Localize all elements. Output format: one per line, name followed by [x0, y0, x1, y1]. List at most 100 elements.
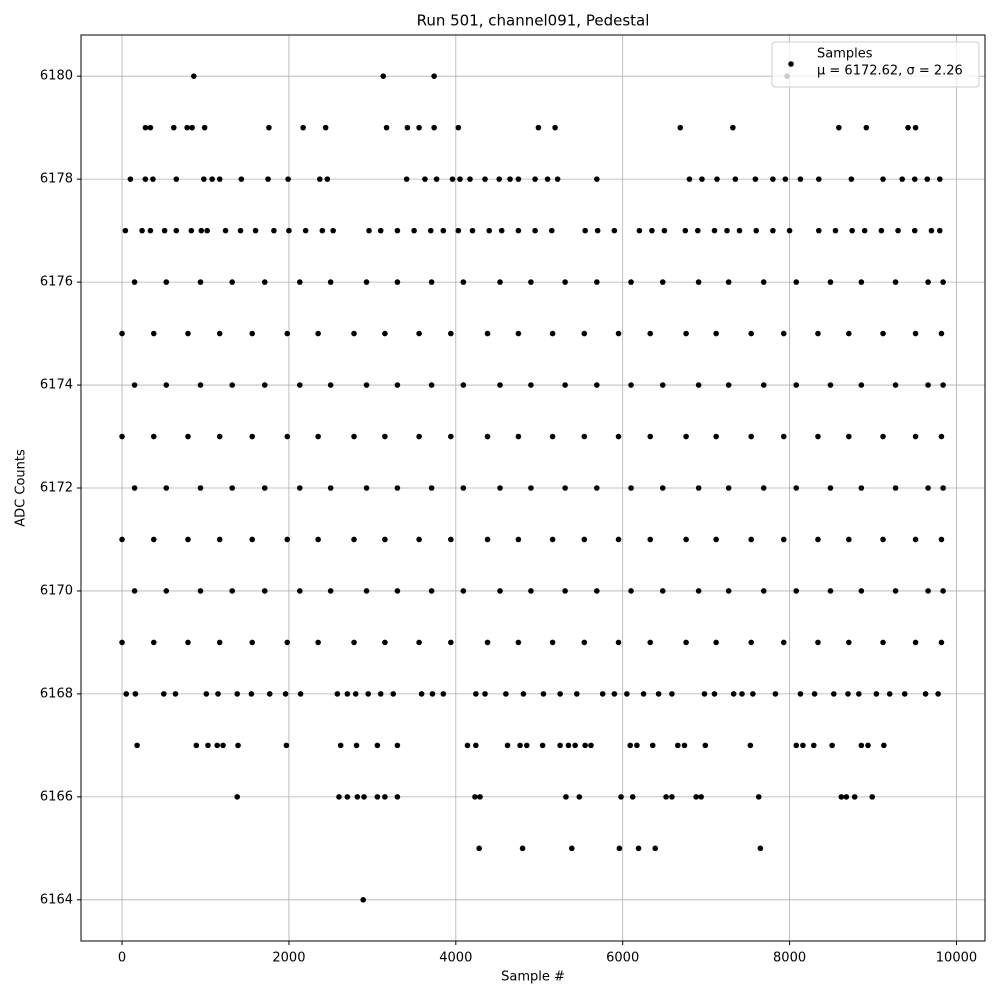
point — [296, 382, 303, 388]
point — [353, 742, 360, 749]
point — [594, 279, 600, 285]
point — [296, 279, 303, 285]
point — [229, 485, 235, 491]
point — [770, 176, 776, 182]
point — [261, 382, 268, 388]
point — [142, 176, 149, 182]
point — [563, 794, 569, 800]
point — [652, 845, 659, 852]
point — [698, 794, 704, 800]
point — [562, 588, 568, 594]
point — [327, 588, 334, 594]
point — [832, 227, 839, 234]
point — [201, 124, 208, 131]
point — [780, 639, 787, 646]
point — [351, 536, 357, 543]
point — [863, 124, 870, 131]
point — [150, 176, 156, 182]
point — [416, 639, 422, 646]
point — [562, 382, 568, 388]
point — [363, 485, 370, 491]
point — [163, 588, 170, 594]
point — [582, 742, 588, 749]
point — [843, 794, 850, 800]
point — [374, 794, 381, 800]
point — [539, 742, 546, 749]
y-tick-label: 6176 — [40, 275, 73, 290]
point — [464, 742, 471, 749]
point — [284, 639, 291, 646]
point — [284, 433, 291, 440]
point — [713, 330, 719, 337]
point — [880, 176, 886, 182]
point — [793, 279, 800, 285]
point — [750, 691, 756, 697]
point — [163, 279, 170, 285]
point — [800, 742, 806, 749]
point — [184, 124, 190, 131]
point — [925, 279, 931, 285]
point — [416, 330, 422, 337]
point — [752, 176, 759, 182]
point — [214, 742, 220, 749]
point — [418, 691, 425, 697]
point — [266, 691, 273, 697]
point — [486, 227, 492, 234]
point — [216, 433, 223, 440]
point — [216, 639, 223, 646]
point — [216, 536, 223, 543]
point — [647, 536, 654, 543]
point — [681, 742, 688, 749]
point — [694, 227, 701, 234]
point — [520, 691, 527, 697]
point — [428, 588, 435, 594]
point — [880, 536, 886, 543]
point — [846, 330, 852, 337]
point — [352, 691, 359, 697]
point — [330, 227, 336, 234]
point — [150, 330, 157, 337]
point — [552, 124, 558, 131]
point — [827, 382, 834, 388]
x-tick-label: 8000 — [773, 951, 806, 966]
point — [878, 227, 885, 234]
point — [283, 742, 290, 749]
point — [640, 691, 647, 697]
point — [300, 124, 306, 131]
point — [669, 794, 675, 800]
point — [892, 588, 899, 594]
point — [249, 433, 256, 440]
point — [940, 588, 946, 594]
point — [448, 330, 454, 337]
point — [390, 691, 397, 697]
point — [191, 73, 197, 79]
point — [284, 536, 291, 543]
point — [377, 227, 384, 234]
point — [659, 588, 666, 594]
point — [261, 279, 268, 285]
point — [266, 124, 272, 131]
legend-marker — [788, 61, 794, 67]
point — [201, 176, 207, 182]
point — [748, 536, 754, 543]
point — [515, 176, 522, 182]
y-tick-label: 6174 — [40, 378, 73, 393]
point — [549, 433, 556, 440]
x-tick-label: 4000 — [439, 951, 472, 966]
point — [455, 227, 462, 234]
point — [581, 536, 588, 543]
point — [846, 536, 852, 543]
point — [683, 330, 689, 337]
point — [472, 794, 478, 800]
point — [925, 588, 931, 594]
point — [827, 588, 834, 594]
point — [337, 742, 344, 749]
point — [695, 485, 702, 491]
point — [780, 536, 787, 543]
legend-label: Samples — [817, 47, 873, 62]
point — [594, 382, 600, 388]
point — [851, 794, 858, 800]
point — [760, 588, 767, 594]
point — [197, 382, 204, 388]
